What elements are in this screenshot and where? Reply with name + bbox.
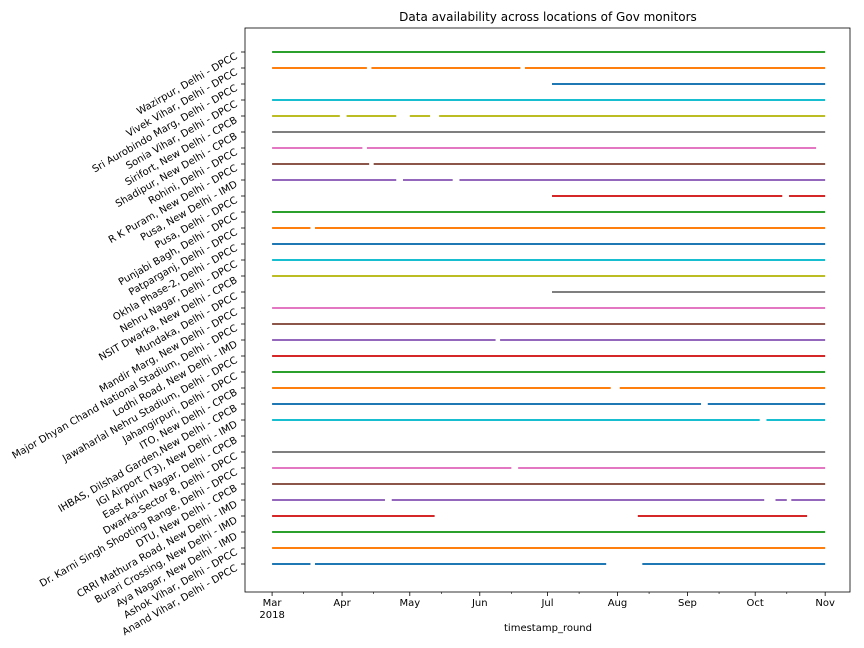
plot-frame	[244, 27, 851, 593]
x-tick-label: Sep	[678, 598, 697, 609]
data-segments	[272, 51, 826, 565]
x-tick-label: Nov	[815, 598, 835, 609]
chart-title: Data availability across locations of Go…	[399, 10, 697, 24]
x-tick-label: Jun	[471, 598, 488, 609]
x-tick-label: Oct	[747, 598, 764, 609]
x-tick-year-label: 2018	[259, 610, 284, 621]
x-tick-label: Aug	[608, 598, 628, 609]
x-axis-label: timestamp_round	[504, 623, 592, 634]
x-tick-label: May	[399, 598, 420, 609]
x-tick-label: Jul	[540, 598, 553, 609]
x-tick-label: Mar	[263, 598, 283, 609]
x-tick-label: Apr	[333, 598, 351, 609]
